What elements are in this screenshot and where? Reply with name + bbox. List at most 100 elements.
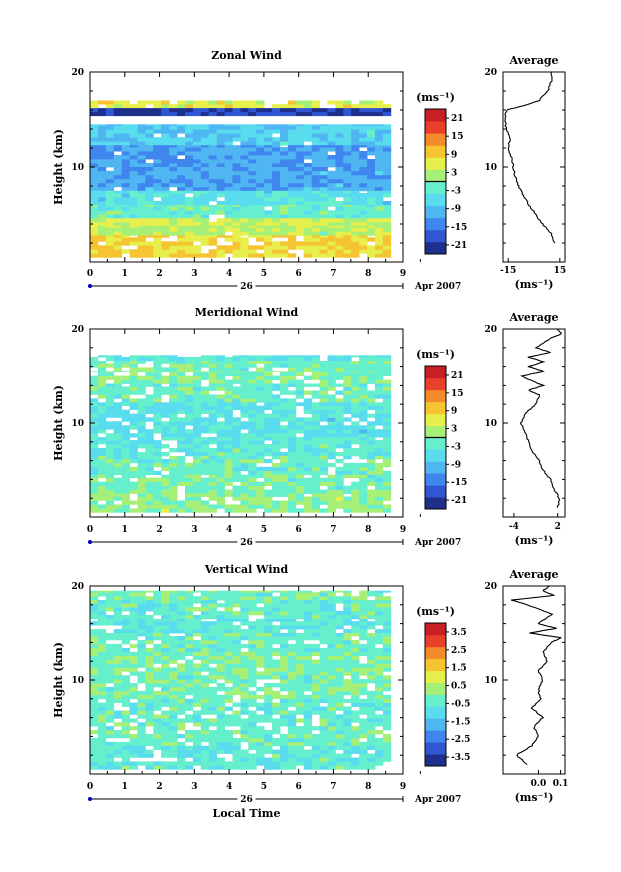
heatmap-cell [232,737,241,743]
heatmap-cell [367,643,376,649]
heatmap-cell [169,749,178,754]
heatmap-cell [264,124,273,126]
heatmap-cell [121,206,130,211]
heatmap-cell [153,504,162,509]
heatmap-cell [280,485,289,490]
colorbar-segment [425,169,446,182]
profile-x-tick-label: -15 [500,266,516,276]
heatmap-cell [240,182,249,188]
heatmap-cell [303,163,312,168]
heatmap-cell [343,363,352,368]
heatmap-cell [192,621,202,626]
heatmap-cell [129,210,138,215]
heatmap-cell [303,390,312,395]
y-tick-label: 10 [71,676,84,686]
heatmap-cell [375,433,384,438]
heatmap-cell [113,201,122,206]
heatmap-cell [264,508,273,513]
heatmap-cell [351,621,360,626]
heatmap-cell [192,206,202,211]
heatmap-cell [90,647,99,653]
heatmap-cell [295,151,305,156]
heatmap-cell [343,170,352,176]
heatmap-cell [161,504,170,509]
heatmap-cell [264,225,273,228]
heatmap-cell [177,386,186,391]
heatmap-cell [105,225,115,228]
heatmap-cell [97,355,107,358]
heatmap-cell [311,440,320,445]
heatmap-cell [280,137,289,142]
heatmap-cell [145,651,154,656]
heatmap-cell [121,174,130,180]
heatmap-cell [382,394,392,399]
heatmap-cell [153,210,162,215]
heatmap-cell [351,182,360,188]
heatmap-cell [224,361,233,364]
heatmap-cell [105,241,115,246]
heatmap-cell [153,186,162,192]
heatmap-cell [121,444,130,449]
heatmap-cell [169,227,178,232]
heatmap-cell [177,433,186,438]
heatmap-cell [121,765,130,770]
heatmap-cell [272,640,281,645]
heatmap-cell [359,592,368,597]
heatmap-cell [113,386,122,391]
heatmap-cell [200,625,210,630]
heatmap-cell [208,667,217,672]
heatmap-cell [208,757,217,762]
heatmap-cell [240,386,249,391]
heatmap-cell [375,137,384,142]
heatmap-cell [311,702,320,707]
heatmap-cell [319,687,328,692]
heatmap-cell [287,458,297,464]
colorbar-tick-label: 15 [451,132,464,142]
heatmap-cell [375,178,384,184]
heatmap-cell [90,182,99,188]
heatmap-cell [256,125,265,130]
heatmap-cell [208,455,217,460]
heatmap-cell [351,371,360,373]
heatmap-cell [121,722,130,727]
heatmap-cell [113,485,122,490]
heatmap-cell [192,402,202,407]
heatmap-cell [351,663,360,668]
heatmap-cell [153,671,162,676]
heatmap-cell [327,508,336,513]
heatmap-cell [343,496,352,501]
heatmap-cell [224,425,233,430]
heatmap-cell [161,621,170,626]
heatmap-cell [232,504,241,509]
heatmap-cell [359,698,368,703]
heatmap-cell [192,141,202,146]
heatmap-cell [335,452,344,457]
heatmap-cell [216,741,225,747]
heatmap-cell [343,361,352,364]
heatmap-cell [97,663,107,668]
heatmap-cell [382,421,392,426]
heatmap-cell [200,151,210,156]
heatmap-cell [161,671,170,676]
heatmap-cell [367,379,376,384]
heatmap-cell [351,474,360,479]
x-tick-label: 3 [191,525,197,535]
heatmap-cell [113,383,122,387]
heatmap-cell [327,405,336,410]
heatmap-cell [343,383,352,387]
heatmap-cell [153,761,162,766]
heatmap-cell [153,214,162,219]
heatmap-cell [367,651,376,656]
heatmap-cell [280,749,289,754]
heatmap-cell [240,375,249,380]
heatmap-cell [121,125,130,130]
heatmap-cell [311,133,320,138]
heatmap-cell [311,474,320,479]
heatmap-cell [129,147,138,152]
heatmap-cell [145,210,154,215]
heatmap-cell [240,147,249,152]
heatmap-cell [319,379,328,384]
heatmap-cell [153,618,162,622]
heatmap-cell [232,104,241,109]
